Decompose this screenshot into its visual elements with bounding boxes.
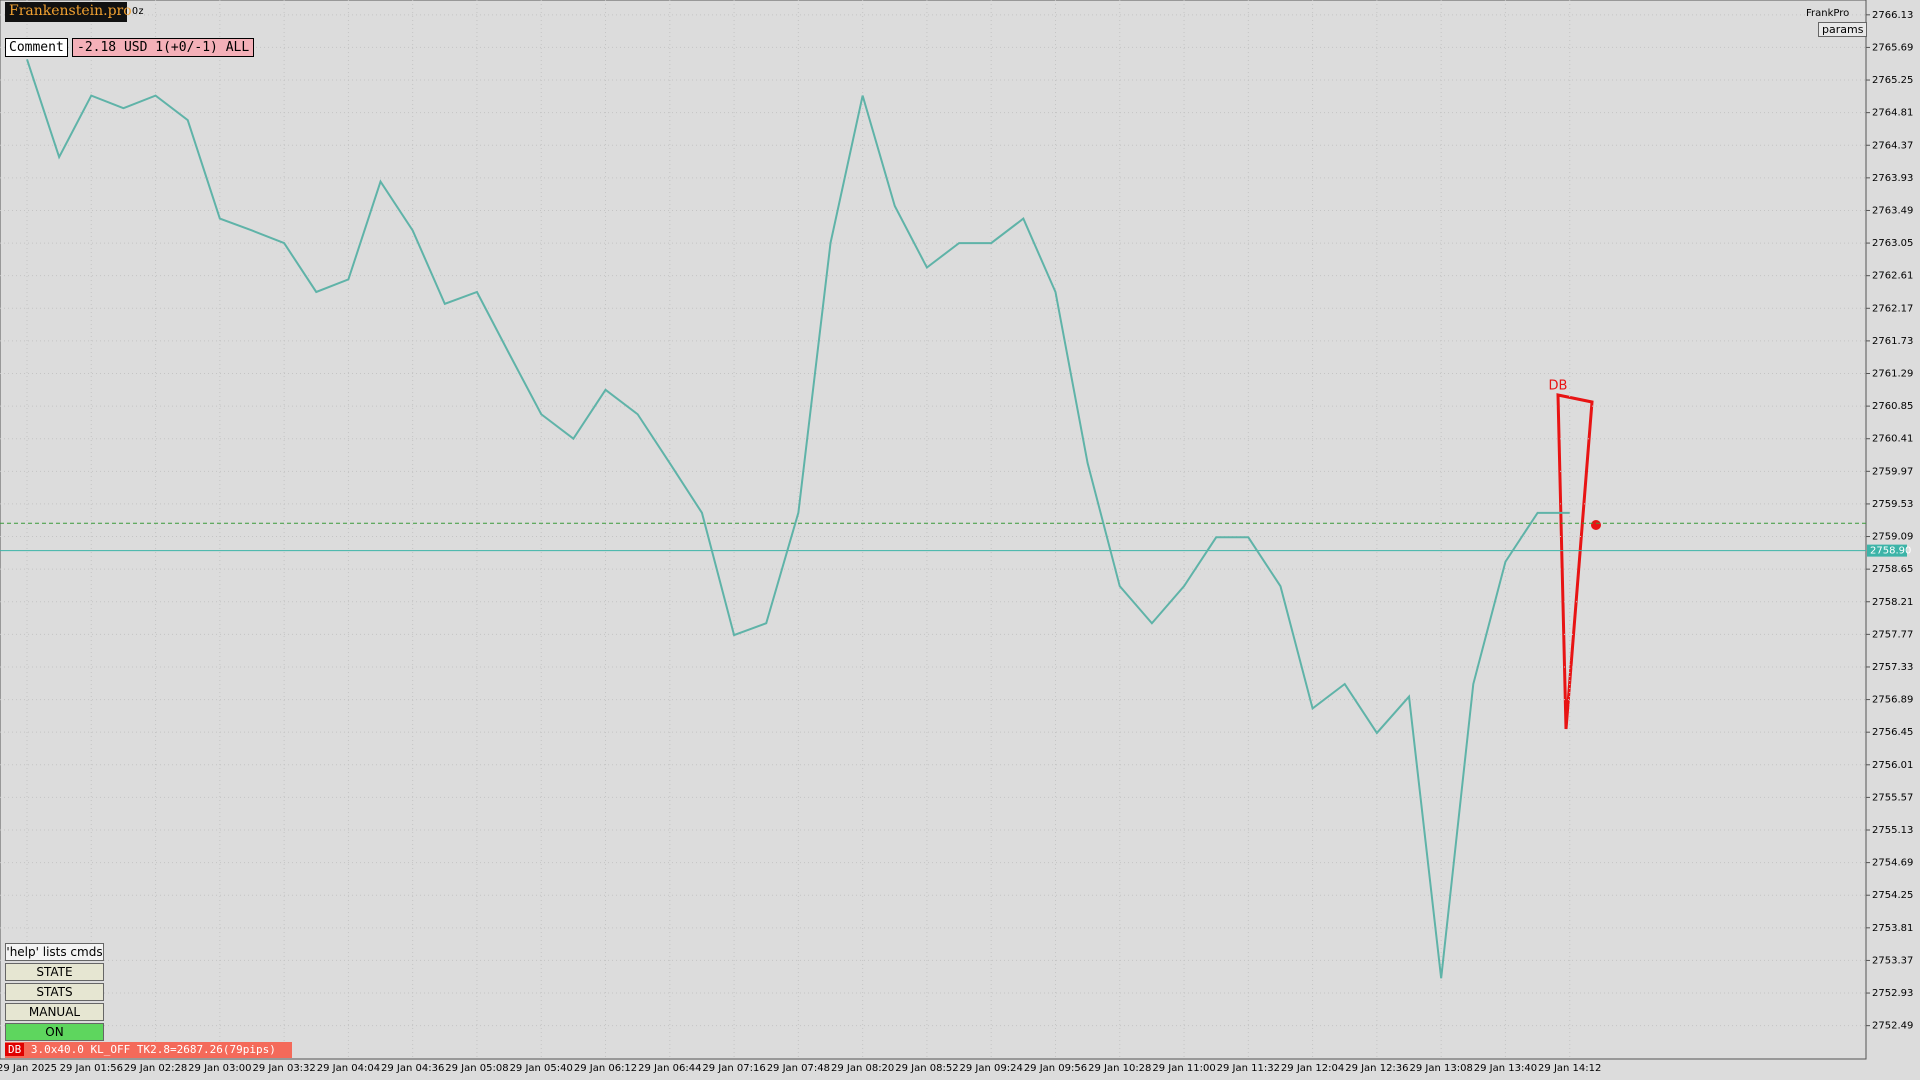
y-tick-label: 2762.17 [1872,303,1913,314]
x-tick-label: 29 Jan 12:04 [1281,1063,1344,1074]
x-tick-label: 29 Jan 10:28 [1088,1063,1151,1074]
x-tick-label: 29 Jan 12:36 [1345,1063,1408,1074]
x-tick-label: 29 Jan 02:28 [124,1063,187,1074]
y-tick-label: 2757.33 [1872,662,1913,673]
help-button[interactable]: 'help' lists cmds [5,943,104,961]
comment-text: -2.18 USD 1(+0/-1) ALL [72,38,255,57]
x-tick-label: 29 Jan 07:16 [702,1063,765,1074]
x-tick-label: 29 Jan 13:40 [1474,1063,1537,1074]
pattern-label: DB [1549,379,1568,394]
y-tick-label: 2762.61 [1872,271,1913,282]
x-tick-label: 29 Jan 14:12 [1538,1063,1601,1074]
comment-label: Comment [5,38,68,57]
status-tag: DB [5,1043,25,1056]
order-marker [1591,520,1601,530]
y-tick-label: 2757.77 [1872,629,1913,640]
x-tick-label: 29 Jan 08:52 [895,1063,958,1074]
y-tick-label: 2760.85 [1872,401,1913,412]
y-tick-label: 2756.01 [1872,760,1913,771]
y-tick-label: 2758.21 [1872,597,1913,608]
on-button[interactable]: ON [5,1023,104,1041]
x-tick-label: 29 Jan 06:12 [574,1063,637,1074]
y-tick-label: 2763.93 [1872,173,1913,184]
x-tick-label: 29 Jan 06:44 [638,1063,701,1074]
x-tick-label: 29 Jan 07:48 [767,1063,830,1074]
bid-label: 2758.90 [1870,546,1911,557]
stats-button[interactable]: STATS [5,983,104,1001]
y-tick-label: 2759.53 [1872,499,1913,510]
brand: Frankenstein.pro [5,2,132,22]
y-tick-label: 2758.65 [1872,564,1913,575]
y-tick-label: 2761.73 [1872,336,1913,347]
y-tick-label: 2764.37 [1872,140,1913,151]
x-tick-label: 29 Jan 01:56 [60,1063,123,1074]
x-tick-label: 29 Jan 03:32 [252,1063,315,1074]
y-tick-label: 2764.81 [1872,108,1913,119]
symbol: Oz [132,6,145,17]
x-tick-label: 29 Jan 05:08 [445,1063,508,1074]
y-tick-label: 2755.13 [1872,825,1913,836]
y-tick-label: 2752.49 [1872,1021,1913,1032]
x-tick-label: 29 Jan 03:00 [188,1063,251,1074]
y-tick-label: 2765.69 [1872,42,1913,53]
y-tick-label: 2759.97 [1872,466,1913,477]
status-bar: DB 3.0x40.0 KL_OFF TK2.8=2687.26(79pips) [5,1042,292,1058]
price-line [26,58,1570,979]
bid-box [1867,544,1907,557]
manual-button[interactable]: MANUAL [5,1003,104,1021]
y-tick-label: 2756.89 [1872,695,1913,706]
x-tick-label: 29 Jan 05:40 [510,1063,573,1074]
x-tick-label: 29 Jan 04:04 [317,1063,380,1074]
account: FrankPro [1806,8,1850,19]
x-tick-label: 29 Jan 11:00 [1152,1063,1215,1074]
y-tick-label: 2753.37 [1872,955,1913,966]
x-tick-label: 29 Jan 11:32 [1217,1063,1280,1074]
x-tick-label: 29 Jan 08:20 [831,1063,894,1074]
state-button[interactable]: STATE [5,963,104,981]
y-tick-label: 2754.69 [1872,858,1913,869]
y-tick-label: 2756.45 [1872,727,1913,738]
y-tick-label: 2763.05 [1872,238,1913,249]
status-text: 3.0x40.0 KL_OFF TK2.8=2687.26(79pips) [30,1043,276,1056]
y-tick-label: 2765.25 [1872,75,1913,86]
y-tick-label: 2760.41 [1872,434,1913,445]
x-tick-label: 29 Jan 13:08 [1409,1063,1472,1074]
y-tick-label: 2761.29 [1872,369,1913,380]
y-tick-label: 2752.93 [1872,988,1913,999]
x-tick-label: 29 Jan 2025 [0,1063,57,1074]
y-tick-label: 2755.57 [1872,792,1913,803]
plot-area [0,0,1867,1060]
y-tick-label: 2759.09 [1872,532,1913,543]
pattern-outline [1556,393,1594,730]
y-tick-label: 2766.13 [1872,10,1913,21]
y-tick-label: 2753.81 [1872,923,1913,934]
y-tick-label: 2763.49 [1872,205,1913,216]
x-tick-label: 29 Jan 09:56 [1024,1063,1087,1074]
x-tick-label: 29 Jan 09:24 [960,1063,1023,1074]
params-button[interactable]: params [1818,22,1868,37]
y-tick-label: 2754.25 [1872,890,1913,901]
x-tick-label: 29 Jan 04:36 [381,1063,444,1074]
